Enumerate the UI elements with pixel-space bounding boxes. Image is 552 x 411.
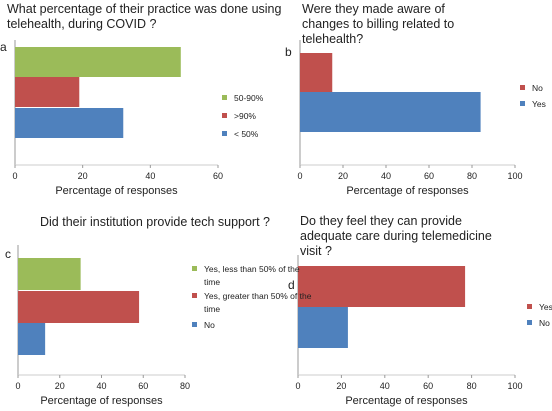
- legend-entry: No: [539, 318, 550, 328]
- x-axis-title: Percentage of responses: [40, 395, 163, 407]
- x-axis-title: Percentage of responses: [345, 395, 468, 407]
- x-tick-label: 0: [297, 171, 303, 181]
- x-tick-label: 60: [212, 171, 224, 181]
- x-tick-label: 20: [336, 381, 347, 391]
- chart-title: What percentage of their practice was do…: [7, 2, 282, 31]
- bar: [298, 266, 466, 307]
- x-tick-label: 0: [12, 171, 18, 181]
- legend-entry: < 50%: [234, 129, 259, 139]
- x-tick-label: 100: [507, 171, 523, 181]
- panel-label: d: [288, 278, 295, 292]
- x-tick-label: 80: [179, 381, 191, 391]
- legend-entry: No: [204, 320, 215, 330]
- x-tick-label: 40: [379, 381, 390, 391]
- x-tick-label: 80: [466, 381, 477, 391]
- x-axis-title: Percentage of responses: [55, 185, 178, 197]
- legend-swatch: [192, 322, 197, 327]
- panel-label: a: [0, 40, 7, 54]
- legend-swatch: [520, 101, 525, 106]
- x-tick-label: 0: [15, 381, 21, 391]
- x-axis-title: Percentage of responses: [346, 185, 469, 197]
- legend-swatch: [520, 85, 525, 90]
- legend-swatch: [192, 293, 197, 298]
- legend-entry: Yes, greater than 50% of the time: [204, 291, 312, 314]
- x-tick-label: 40: [380, 171, 392, 181]
- legend-entry: 50-90%: [234, 93, 264, 103]
- bar: [15, 108, 124, 138]
- x-tick-label: 80: [466, 171, 478, 181]
- legend-swatch: [222, 95, 227, 100]
- x-tick-label: 0: [295, 381, 301, 391]
- x-tick-label: 60: [423, 381, 434, 391]
- bar: [15, 47, 181, 77]
- legend-swatch: [222, 113, 227, 118]
- x-tick-label: 100: [507, 381, 523, 391]
- bar: [300, 92, 481, 132]
- panel-label: c: [5, 247, 11, 261]
- bar: [18, 258, 81, 290]
- bar: [18, 323, 46, 355]
- chart-title: Did their institution provide tech suppo…: [40, 215, 270, 229]
- legend-swatch: [527, 320, 532, 325]
- x-tick-label: 20: [54, 381, 65, 391]
- legend-swatch: [527, 304, 532, 309]
- bar: [18, 291, 140, 323]
- bar: [15, 77, 80, 107]
- legend-entry: Yes, less than 50% of the time: [204, 264, 300, 287]
- legend-swatch: [192, 266, 197, 271]
- legend-entry: Yes: [539, 302, 552, 312]
- panel-label: b: [285, 45, 292, 59]
- chart-title: Were they made aware of changes to billi…: [302, 2, 455, 46]
- legend-entry: Yes: [532, 99, 546, 109]
- bar: [300, 53, 333, 93]
- legend-swatch: [222, 131, 227, 136]
- x-tick-label: 40: [96, 381, 107, 391]
- x-tick-label: 20: [337, 171, 349, 181]
- legend-entry: No: [532, 83, 543, 93]
- x-tick-label: 60: [138, 381, 149, 391]
- chart-title: Do they feel they can provide adequate c…: [300, 214, 492, 258]
- x-tick-label: 60: [423, 171, 435, 181]
- x-tick-label: 20: [77, 171, 88, 181]
- legend-entry: >90%: [234, 111, 256, 121]
- x-tick-label: 40: [145, 171, 156, 181]
- bar: [298, 307, 348, 348]
